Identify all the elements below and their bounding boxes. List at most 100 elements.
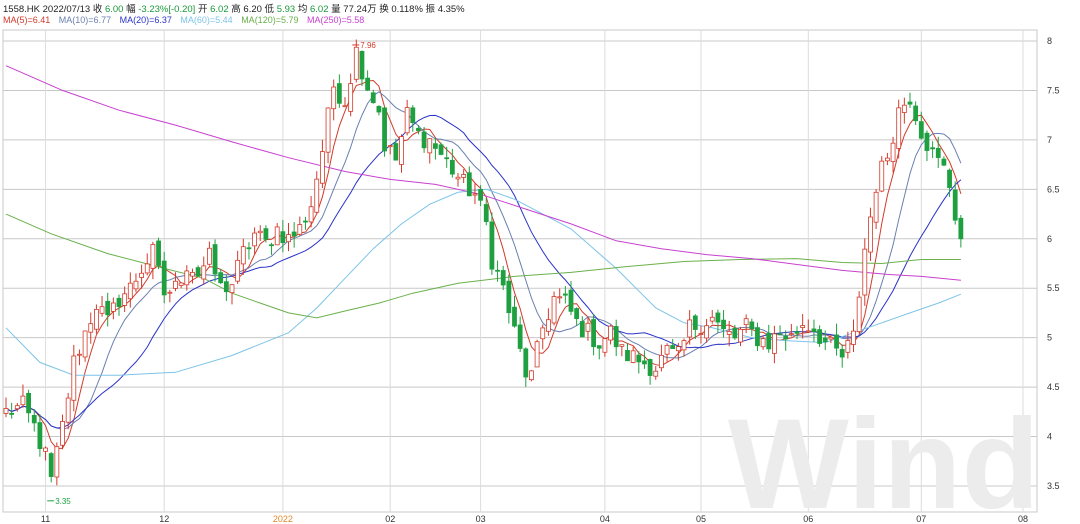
candle-body [704, 325, 709, 339]
candle-body [772, 333, 777, 354]
candle-body [868, 216, 873, 253]
y-tick-label: 6 [1047, 234, 1052, 244]
change-label: 幅 [126, 4, 136, 15]
turnover-label: 换 [379, 4, 389, 15]
candle-body [918, 121, 924, 139]
candle-body [568, 289, 574, 312]
candle-body [173, 280, 178, 289]
y-tick-label: 7 [1047, 135, 1052, 145]
candle-body [664, 345, 670, 355]
candle-body [805, 330, 811, 333]
candle-body [156, 240, 161, 266]
amplitude-value: 4.35% [437, 4, 465, 15]
candle-body [353, 46, 359, 80]
candle-body [828, 336, 834, 340]
y-tick-label: 6.5 [1047, 184, 1060, 194]
candle-body [495, 269, 500, 272]
candle-body [766, 333, 772, 350]
candle-body [201, 265, 207, 280]
legend-ma60: MA(60)=5.44 [180, 15, 233, 25]
candle-body [885, 157, 890, 162]
y-tick-label: 3.5 [1047, 481, 1060, 491]
candle-body [715, 312, 721, 323]
candle-body [794, 331, 800, 334]
candle-body [574, 308, 580, 320]
candle-body [105, 300, 111, 316]
candle-body [336, 83, 342, 104]
open-label: 开 [197, 4, 208, 15]
candle-body [851, 330, 856, 345]
candle-body [625, 349, 630, 362]
candle-body [670, 345, 676, 349]
candle-body [167, 291, 173, 294]
candle-body [562, 293, 568, 296]
candle-body [26, 392, 32, 414]
candle-body [77, 353, 82, 356]
candle-body [65, 397, 71, 423]
candle-body [659, 354, 664, 369]
candle-body [913, 105, 919, 122]
candle-body [432, 143, 438, 149]
candle-body [709, 316, 715, 322]
candle-body [342, 105, 348, 108]
legend-ma20: MA(20)=6.37 [119, 15, 172, 25]
candle-body [687, 319, 693, 338]
candle-body [88, 323, 94, 333]
y-tick-label: 4 [1047, 432, 1052, 442]
quote-info-bar: 1558.HK 2022/07/13 收 6.00 幅 -3.23%[-0.20… [3, 1, 465, 15]
candle-body [410, 107, 416, 123]
x-tick-label: 08 [1018, 514, 1028, 524]
candle-body [387, 145, 393, 148]
candle-body [952, 189, 958, 221]
candle-body [43, 447, 48, 452]
candle-body [958, 217, 964, 240]
candle-body [223, 281, 229, 293]
candle-body [370, 92, 376, 104]
legend-ma120: MA(120)=5.79 [241, 15, 299, 25]
candle-body [269, 244, 274, 247]
candle-body [393, 143, 399, 161]
candle-body [212, 244, 218, 275]
candle-body [749, 321, 755, 330]
candle-body [359, 50, 365, 80]
candle-body [438, 144, 444, 155]
candle-body [517, 324, 523, 349]
candle-body [636, 354, 642, 363]
candle-body [9, 412, 15, 415]
candle-body [890, 142, 896, 162]
candle-body [399, 136, 404, 165]
candle-body [506, 280, 512, 314]
candle-body [116, 297, 122, 307]
candle-body [161, 260, 167, 296]
candle-body [184, 270, 190, 286]
candle-body [755, 327, 760, 347]
x-tick-label: 04 [600, 514, 610, 524]
high-label: 高 [231, 4, 241, 15]
x-tick-label: 12 [159, 514, 169, 524]
candle-body [822, 337, 828, 343]
candle-body [726, 331, 732, 335]
low-value: 5.93 [276, 4, 296, 15]
candle-body [834, 334, 839, 349]
candle-body [303, 220, 308, 223]
candle-body [788, 333, 794, 336]
y-tick-label: 5.5 [1047, 283, 1060, 293]
candle-body [602, 338, 608, 353]
legend-ma250: MA(250)=5.58 [307, 15, 365, 25]
avg-label: 均 [297, 4, 308, 15]
candle-body [540, 327, 546, 340]
x-tick-label: 05 [696, 514, 706, 524]
candle-body [856, 296, 862, 332]
candle-body [127, 282, 133, 300]
candle-body [139, 272, 145, 278]
high-value: 6.20 [243, 4, 262, 15]
candle-body [133, 280, 139, 290]
stock-code: 1558.HK [3, 4, 40, 15]
candle-body [348, 83, 354, 112]
candle-body [291, 231, 297, 237]
candle-body [619, 344, 625, 347]
candle-body [743, 318, 749, 326]
candle-body [675, 346, 681, 352]
candle-body [591, 319, 596, 348]
